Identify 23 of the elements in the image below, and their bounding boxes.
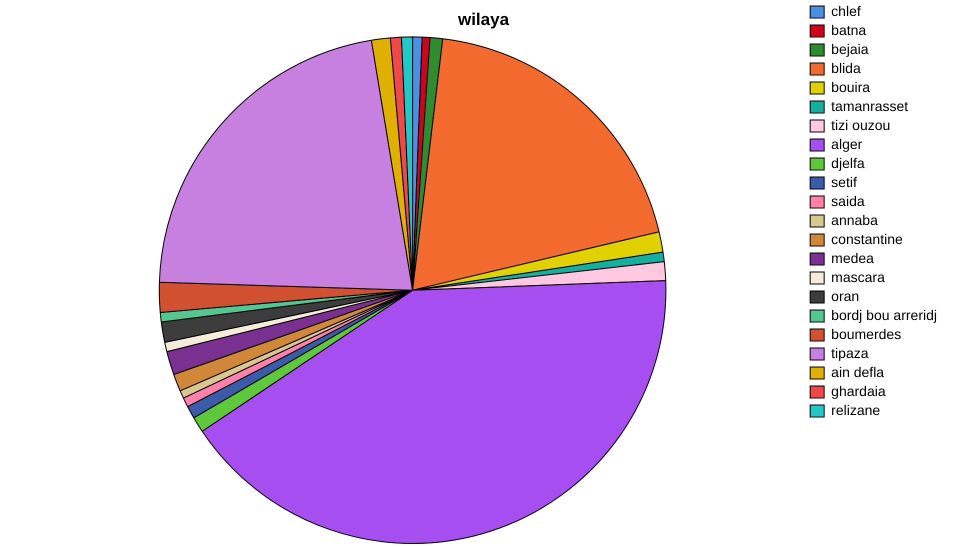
legend-label: bordj bou arreridj <box>831 306 938 323</box>
legend-label: constantine <box>831 230 903 247</box>
legend-label: tizi ouzou <box>831 116 890 133</box>
chart-title: wilaya <box>456 10 510 29</box>
legend-label: blida <box>831 60 861 76</box>
legend-label: bouira <box>831 78 870 95</box>
legend-label: bejaia <box>831 40 869 57</box>
legend-label: ain defla <box>831 364 884 380</box>
legend-label: chlef <box>831 2 861 19</box>
legend-label: oran <box>831 288 860 304</box>
legend-label: alger <box>831 136 863 152</box>
legend-label: medea <box>831 250 874 266</box>
legend-label: setif <box>831 174 857 190</box>
legend-label: saida <box>831 192 865 209</box>
legend-label: mascara <box>831 268 886 285</box>
legend-label: tamanrasset <box>831 98 908 114</box>
legend-label: tipaza <box>831 344 869 361</box>
legend-label: ghardaia <box>831 382 886 399</box>
legend-label: djelfa <box>831 154 865 171</box>
legend-label: batna <box>831 22 866 38</box>
legend-label: boumerdes <box>831 326 902 342</box>
legend-label: relizane <box>831 402 880 418</box>
legend-label: annaba <box>831 212 878 228</box>
